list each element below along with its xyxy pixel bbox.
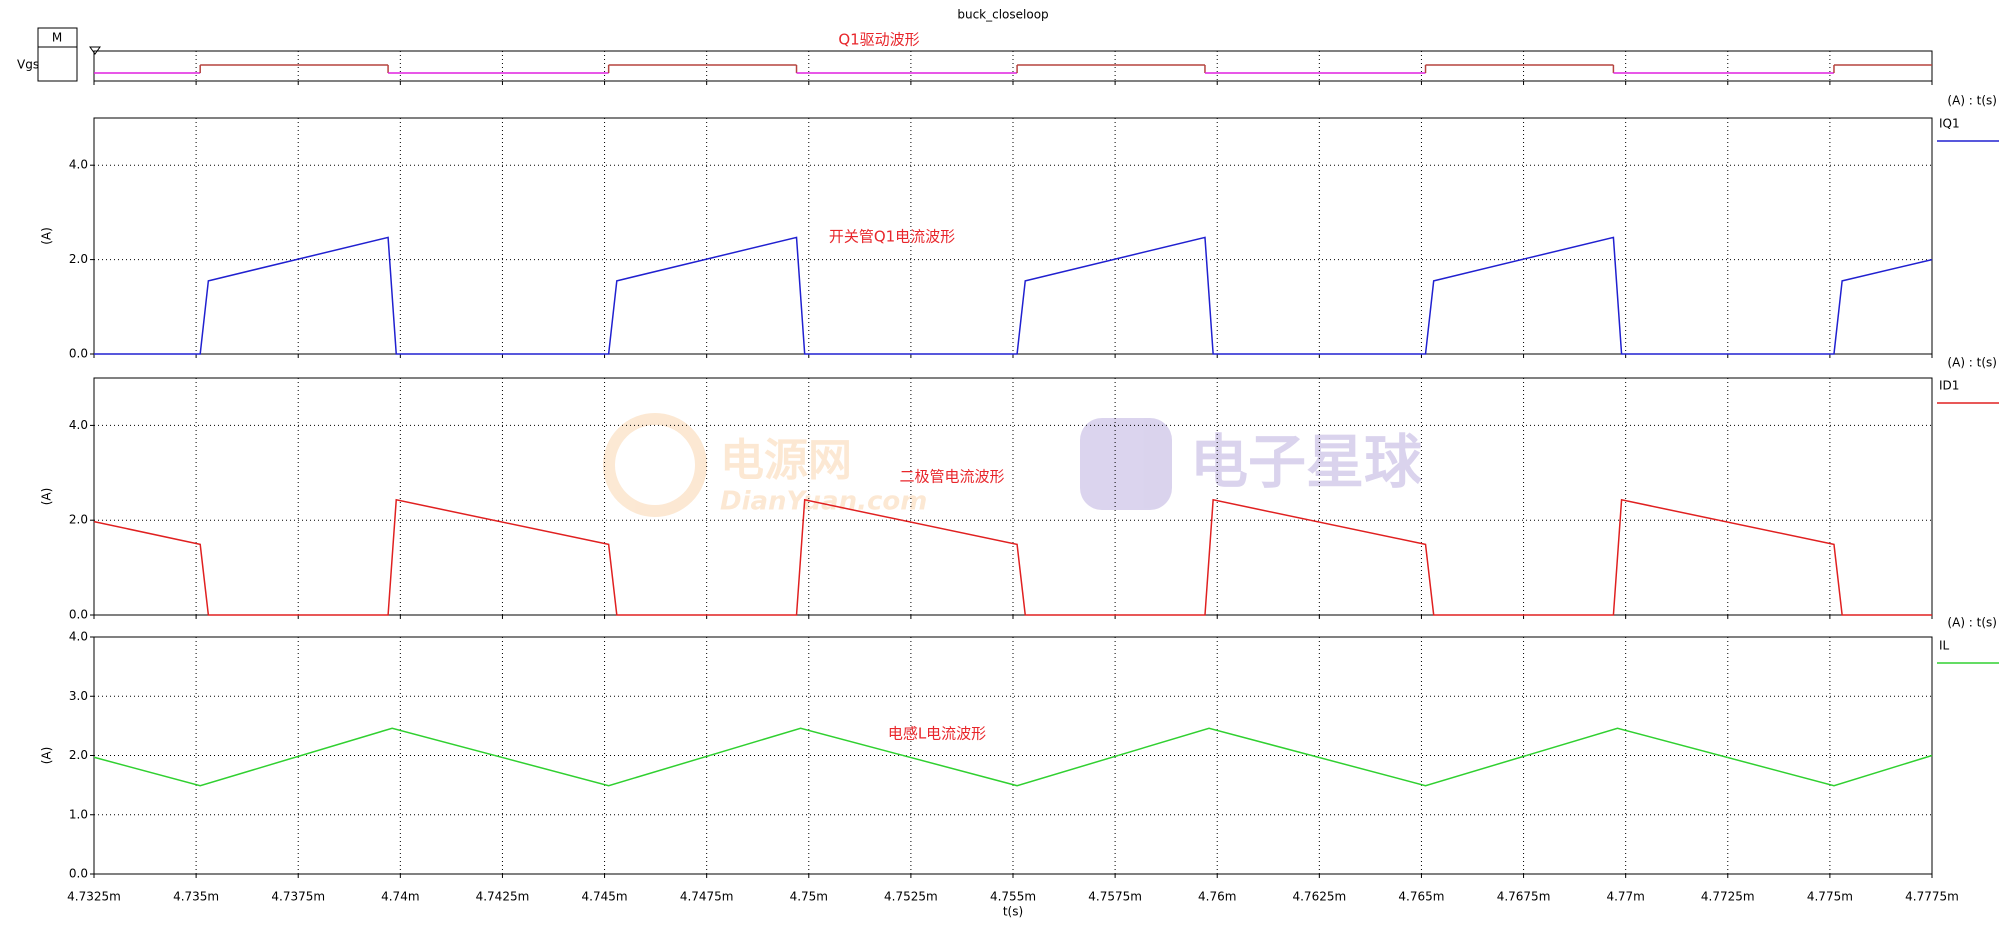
page-title: buck_closeloop <box>957 8 1048 22</box>
y-tick-label: 4.0 <box>69 418 88 432</box>
annotation: 二极管电流波形 <box>899 468 1004 486</box>
y-tick-label: 4.0 <box>69 630 88 644</box>
trace <box>93 498 1932 616</box>
trace <box>93 727 1933 787</box>
x-tick-label: 4.7725m <box>1701 890 1755 904</box>
y-tick-label: 2.0 <box>69 252 88 266</box>
legend-label: ID1 <box>1939 379 1959 393</box>
watermark-logo <box>603 413 707 517</box>
y-tick-label: 0.0 <box>69 608 88 622</box>
legend-label: IL <box>1939 639 1950 653</box>
watermark: 电源网 <box>720 435 852 486</box>
x-tick-label: 4.7375m <box>271 890 325 904</box>
legend-header: (A) : t(s) <box>1947 356 1997 370</box>
annotation: Q1驱动波形 <box>838 31 919 49</box>
legend-label: IQ1 <box>1939 117 1960 131</box>
y-axis-label: (A) <box>40 227 54 245</box>
x-tick-label: 4.7425m <box>476 890 530 904</box>
y-tick-label: 2.0 <box>69 513 88 527</box>
x-tick-label: 4.75m <box>790 890 828 904</box>
watermark: DianYuan.com <box>720 487 927 517</box>
x-tick-label: 4.7675m <box>1497 890 1551 904</box>
y-tick-label: 3.0 <box>69 689 88 703</box>
plot-frame <box>93 377 1933 616</box>
plot-frame <box>93 636 1933 875</box>
x-tick-label: 4.7625m <box>1292 890 1346 904</box>
y-tick-label: 2.0 <box>69 748 88 762</box>
x-tick-label: 4.7475m <box>680 890 734 904</box>
x-tick-label: 4.7775m <box>1905 890 1959 904</box>
y-tick-label: 0.0 <box>69 347 88 361</box>
y-axis-label: (A) <box>40 488 54 506</box>
x-axis-label: t(s) <box>1003 905 1023 919</box>
mode-box <box>37 27 78 82</box>
watermark: 电子星球 <box>1190 428 1423 496</box>
annotation: 开关管Q1电流波形 <box>829 228 955 246</box>
x-tick-label: 4.755m <box>990 890 1036 904</box>
x-tick-label: 4.77m <box>1606 890 1644 904</box>
x-tick-label: 4.765m <box>1398 890 1444 904</box>
x-tick-label: 4.735m <box>173 890 219 904</box>
x-tick-label: 4.775m <box>1807 890 1853 904</box>
x-tick-label: 4.7575m <box>1088 890 1142 904</box>
legend-header: (A) : t(s) <box>1947 616 1997 630</box>
x-tick-label: 4.745m <box>582 890 628 904</box>
watermark-group: 电源网 DianYuan.com 电子星球 <box>603 413 1423 517</box>
trace <box>94 236 1933 355</box>
legend-header: (A) : t(s) <box>1947 94 1997 108</box>
y-tick-label: 4.0 <box>69 158 88 172</box>
annotation: 电感L电流波形 <box>888 725 986 743</box>
x-tick-label: 4.7325m <box>67 890 121 904</box>
mode-label: M <box>52 31 62 45</box>
watermark-logo <box>1080 418 1172 510</box>
y-axis-label: Vgs <box>17 58 39 72</box>
x-tick-label: 4.76m <box>1198 890 1236 904</box>
x-tick-label: 4.7525m <box>884 890 938 904</box>
y-tick-label: 1.0 <box>69 807 88 821</box>
y-tick-label: 0.0 <box>69 867 88 881</box>
y-axis-label: (A) <box>40 747 54 765</box>
x-tick-label: 4.74m <box>381 890 419 904</box>
